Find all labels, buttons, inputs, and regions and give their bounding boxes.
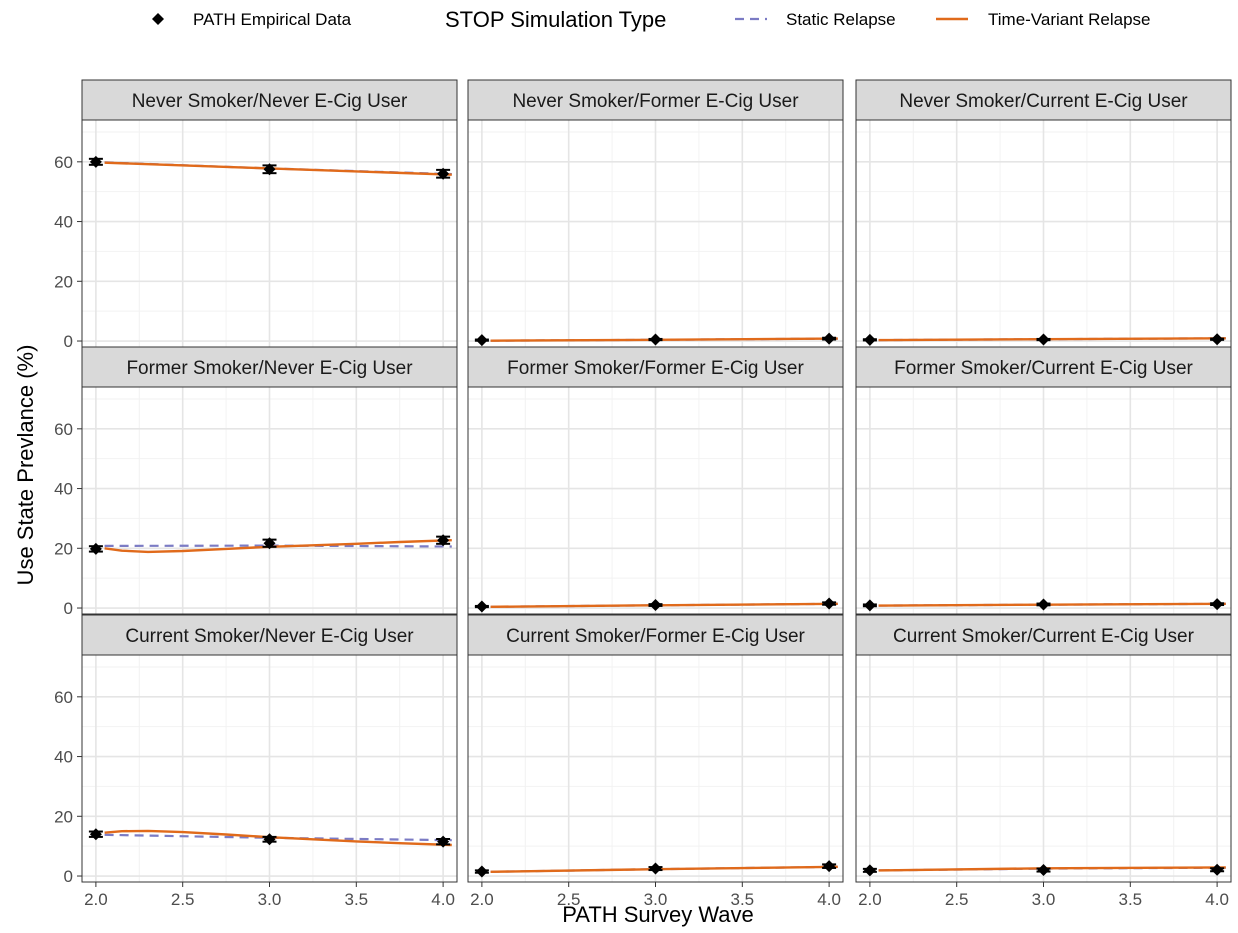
empirical-point bbox=[437, 534, 450, 547]
y-tick-label: 0 bbox=[64, 867, 73, 886]
empirical-point bbox=[263, 537, 276, 550]
empirical-point bbox=[263, 163, 276, 176]
x-tick-label: 4.0 bbox=[817, 890, 841, 909]
empirical-point bbox=[1037, 333, 1050, 346]
time-variant-relapse-line bbox=[104, 539, 452, 554]
empirical-point bbox=[475, 334, 488, 347]
panel-strip bbox=[81, 614, 458, 656]
y-tick-label: 40 bbox=[54, 480, 73, 499]
static-relapse-line bbox=[104, 833, 452, 842]
panel-title: Never Smoker/Current E-Cig User bbox=[899, 91, 1188, 112]
legend-point-label: PATH Empirical Data bbox=[193, 10, 352, 29]
panel-title: Current Smoker/Former E-Cig User bbox=[506, 626, 805, 647]
x-tick-label: 3.0 bbox=[1032, 890, 1056, 909]
panel-title: Never Smoker/Never E-Cig User bbox=[132, 91, 408, 112]
empirical-point bbox=[475, 600, 488, 613]
empirical-point bbox=[89, 828, 102, 841]
x-tick-label: 3.5 bbox=[344, 890, 368, 909]
x-tick-label: 3.0 bbox=[258, 890, 282, 909]
panel-border bbox=[81, 386, 458, 615]
axes: 0 20 40 60 0 20 40 60 0 20 40 60 2.0 2.5 3.0 3.5 4.0 2.0 2… bbox=[54, 153, 1229, 909]
x-tick-label: 4.0 bbox=[1205, 890, 1229, 909]
panel-former-smoker-current-e-cig-user: Former Smoker/Current E-Cig User bbox=[855, 346, 1232, 615]
x-tick-label: 2.5 bbox=[945, 890, 969, 909]
x-tick-label: 2.0 bbox=[470, 890, 494, 909]
y-tick-label: 20 bbox=[54, 539, 73, 558]
empirical-point bbox=[89, 155, 102, 168]
empirical-point bbox=[1037, 598, 1050, 611]
y-tick-label: 0 bbox=[64, 332, 73, 351]
panel-strip bbox=[855, 614, 1232, 656]
legend-point-marker bbox=[152, 13, 164, 25]
empirical-point bbox=[863, 599, 876, 612]
panel-never-smoker-current-e-cig-user: Never Smoker/Current E-Cig User bbox=[855, 79, 1232, 348]
panel-strip bbox=[467, 346, 844, 388]
panel-never-smoker-never-e-cig-user: Never Smoker/Never E-Cig User bbox=[81, 79, 458, 348]
panel-strip bbox=[855, 79, 1232, 121]
empirical-point bbox=[649, 862, 662, 875]
panels: Never Smoker/Never E-Cig User Never Smoke… bbox=[81, 79, 1232, 883]
panel-title: Current Smoker/Current E-Cig User bbox=[893, 626, 1195, 647]
y-tick-label: 20 bbox=[54, 272, 73, 291]
empirical-point bbox=[1211, 333, 1224, 346]
time-variant-relapse-line bbox=[104, 829, 452, 847]
panel-title: Never Smoker/Former E-Cig User bbox=[512, 91, 799, 112]
x-tick-label: 2.0 bbox=[84, 890, 108, 909]
x-tick-label: 2.5 bbox=[557, 890, 581, 909]
y-tick-label: 40 bbox=[54, 748, 73, 767]
y-tick-label: 60 bbox=[54, 153, 73, 172]
empirical-point bbox=[1037, 864, 1050, 877]
panel-current-smoker-current-e-cig-user: Current Smoker/Current E-Cig User bbox=[855, 614, 1232, 883]
x-axis-title: PATH Survey Wave bbox=[562, 902, 754, 927]
empirical-point bbox=[649, 599, 662, 612]
panel-current-smoker-never-e-cig-user: Current Smoker/Never E-Cig User bbox=[81, 614, 458, 883]
x-tick-label: 2.0 bbox=[858, 890, 882, 909]
panel-strip bbox=[467, 79, 844, 121]
panel-title: Current Smoker/Never E-Cig User bbox=[125, 626, 414, 647]
empirical-point bbox=[437, 835, 450, 848]
panel-border bbox=[467, 386, 844, 615]
panel-never-smoker-former-e-cig-user: Never Smoker/Former E-Cig User bbox=[467, 79, 844, 348]
empirical-point bbox=[863, 864, 876, 877]
x-tick-label: 3.5 bbox=[730, 890, 754, 909]
y-tick-label: 60 bbox=[54, 420, 73, 439]
panel-former-smoker-former-e-cig-user: Former Smoker/Former E-Cig User bbox=[467, 346, 844, 615]
y-tick-label: 60 bbox=[54, 688, 73, 707]
legend-title: STOP Simulation Type bbox=[445, 7, 666, 32]
empirical-point bbox=[823, 860, 836, 873]
legend: PATH Empirical Data STOP Simulation Type… bbox=[152, 7, 1151, 32]
legend-static-label: Static Relapse bbox=[786, 10, 896, 29]
empirical-point bbox=[475, 865, 488, 878]
empirical-point bbox=[649, 333, 662, 346]
empirical-point bbox=[823, 332, 836, 345]
empirical-point bbox=[89, 542, 102, 555]
panel-title: Former Smoker/Never E-Cig User bbox=[126, 358, 413, 379]
y-axis-title: Use State Prevlance (%) bbox=[13, 345, 38, 586]
panel-strip bbox=[81, 79, 458, 121]
x-tick-label: 2.5 bbox=[171, 890, 195, 909]
x-tick-label: 4.0 bbox=[431, 890, 455, 909]
y-tick-label: 20 bbox=[54, 807, 73, 826]
empirical-point bbox=[437, 167, 450, 180]
x-tick-label: 3.5 bbox=[1118, 890, 1142, 909]
y-tick-label: 40 bbox=[54, 213, 73, 232]
empirical-point bbox=[1211, 863, 1224, 876]
panel-strip bbox=[855, 346, 1232, 388]
empirical-point bbox=[263, 833, 276, 846]
static-relapse-line bbox=[104, 544, 452, 548]
panel-title: Former Smoker/Former E-Cig User bbox=[507, 358, 804, 379]
panel-current-smoker-former-e-cig-user: Current Smoker/Former E-Cig User bbox=[467, 614, 844, 883]
y-tick-label: 0 bbox=[64, 599, 73, 618]
empirical-point bbox=[1211, 598, 1224, 611]
empirical-point bbox=[863, 333, 876, 346]
panel-strip bbox=[467, 614, 844, 656]
panel-border bbox=[855, 386, 1232, 615]
legend-timevariant-label: Time-Variant Relapse bbox=[988, 10, 1151, 29]
panel-title: Former Smoker/Current E-Cig User bbox=[894, 358, 1193, 379]
panel-former-smoker-never-e-cig-user: Former Smoker/Never E-Cig User bbox=[81, 346, 458, 615]
empirical-point bbox=[823, 597, 836, 610]
x-tick-label: 3.0 bbox=[644, 890, 668, 909]
